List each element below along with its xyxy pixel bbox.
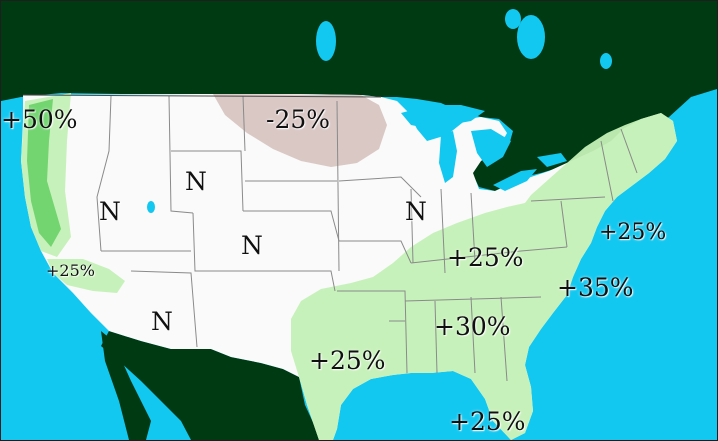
label-colorado: N	[241, 231, 263, 260]
canada-lake-4	[505, 9, 521, 29]
west-coast-strong-region	[27, 99, 61, 247]
label-west-coast-north: +50%	[1, 105, 78, 134]
island-east	[641, 41, 717, 81]
lake-superior	[401, 105, 485, 129]
label-california: +25%	[46, 261, 95, 280]
canada-lake-3	[600, 53, 612, 69]
label-mid-atlantic: +35%	[557, 273, 634, 302]
label-florida: +25%	[449, 407, 526, 436]
lake-ontario	[537, 153, 567, 167]
northern-plains-decrease-region	[213, 94, 387, 167]
baja-peninsula	[101, 331, 151, 440]
canada-lake-2	[517, 15, 545, 59]
east-increase-region	[291, 113, 677, 440]
lake-huron	[471, 129, 511, 167]
mexico-landmass	[101, 331, 321, 440]
label-great-basin: N	[99, 197, 121, 226]
us-canada-border	[22, 94, 382, 98]
label-wyoming: N	[185, 167, 207, 196]
great-salt-lake	[147, 201, 155, 213]
label-southwest: N	[151, 307, 173, 336]
label-illinois: N	[405, 197, 427, 226]
lake-michigan	[439, 131, 457, 183]
lake-erie	[493, 169, 537, 191]
label-northeast: +25%	[599, 220, 667, 245]
canada-lake-1	[316, 21, 336, 61]
california-increase-region	[47, 259, 125, 293]
label-northern-plains: -25%	[266, 105, 331, 134]
label-ohio-valley: +25%	[447, 243, 524, 272]
state-borders	[96, 95, 638, 382]
label-southeast: +30%	[434, 312, 511, 341]
label-texas: +25%	[309, 346, 386, 375]
